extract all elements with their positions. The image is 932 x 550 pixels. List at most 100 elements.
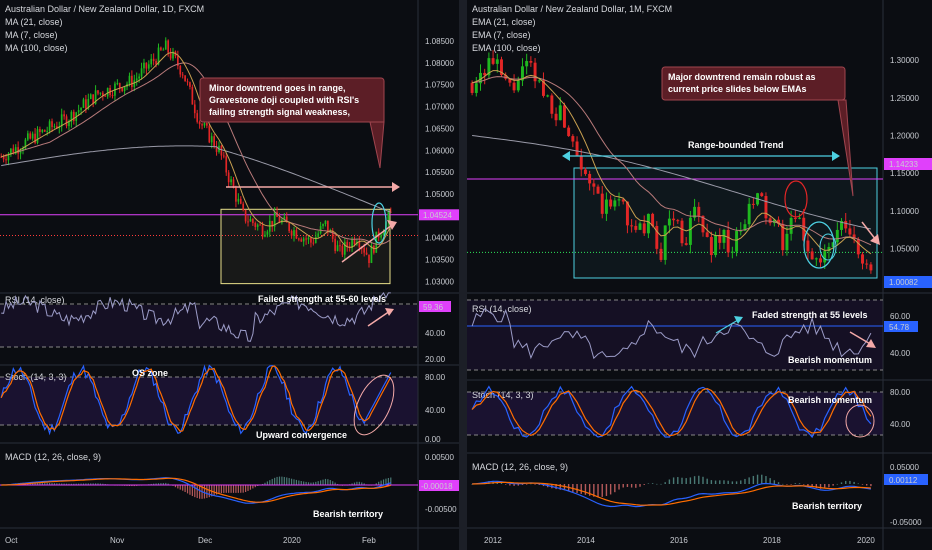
candle-body	[659, 248, 663, 260]
range-box	[573, 167, 878, 279]
macd-bar	[471, 484, 473, 485]
candle-body	[111, 95, 114, 97]
macd-bar	[288, 478, 290, 485]
macd-bar	[356, 481, 358, 485]
macd-bar	[240, 485, 242, 493]
macd-bar	[651, 483, 654, 484]
macd-bar	[157, 483, 160, 485]
price-tick: 1.05500	[425, 168, 454, 177]
candle-body	[512, 82, 516, 91]
candle-body	[470, 82, 474, 93]
macd-bar	[769, 478, 771, 484]
current-price-label: 1.04524	[423, 211, 452, 220]
candle-body	[353, 239, 356, 245]
chart-title: Australian Dollar / New Zealand Dollar, …	[5, 4, 204, 14]
bottom-highlight	[803, 221, 835, 269]
candle-body	[116, 83, 119, 85]
macd-bar	[748, 477, 750, 484]
macd-bar	[336, 483, 339, 485]
time-tick: 2016	[670, 536, 688, 545]
macd-title: MACD (12, 26, close, 9)	[472, 462, 568, 472]
macd-bar	[761, 474, 763, 484]
macd-bar	[65, 483, 68, 485]
candle-body	[227, 172, 230, 183]
macd-bar	[752, 475, 755, 484]
macd-bar	[51, 483, 53, 485]
macd-bar	[756, 474, 759, 484]
candle-body	[621, 199, 625, 202]
candle-body	[160, 47, 162, 50]
candle-body	[604, 199, 608, 214]
macd-bar	[177, 485, 179, 489]
candle-body	[157, 47, 160, 65]
time-tick: Oct	[5, 536, 18, 545]
rsi-line	[1, 291, 391, 342]
macd-bar	[153, 483, 155, 485]
macd-bar	[832, 484, 834, 486]
stoch-note-os: OS zone	[132, 368, 168, 378]
candle-body	[53, 126, 56, 128]
macd-bar	[643, 484, 645, 485]
macd-bar	[685, 478, 687, 484]
macd-bar	[534, 484, 536, 485]
candle-body	[172, 51, 174, 59]
candle-body	[145, 62, 148, 69]
rsi-title: RSI (14, close)	[472, 304, 532, 314]
candle-body	[714, 235, 718, 256]
macd-bar	[332, 481, 334, 485]
candle-body	[167, 40, 170, 53]
candle-body	[747, 203, 751, 225]
macd-bar	[215, 485, 218, 495]
candle-body	[533, 62, 537, 82]
macd-bar	[525, 484, 528, 485]
macd-bar	[626, 484, 629, 488]
macd-bar	[861, 484, 864, 485]
macd-bar	[266, 481, 268, 485]
time-tick: 2014	[577, 536, 595, 545]
macd-bar	[85, 483, 87, 485]
macd-bar	[521, 484, 524, 485]
candle-body	[529, 61, 533, 63]
macd-bar	[208, 485, 210, 498]
candle-body	[133, 80, 136, 87]
macd-bar	[232, 485, 235, 493]
macd-bar	[538, 484, 540, 485]
candle-body	[777, 219, 781, 224]
candle-body	[181, 74, 184, 76]
candle-body	[583, 169, 587, 174]
macd-bar	[693, 476, 696, 484]
candle-body	[718, 235, 722, 243]
macd-bar	[196, 485, 198, 499]
macd-bar	[254, 485, 256, 488]
legend-ema100: EMA (100, close)	[472, 43, 541, 53]
panel-divider	[459, 0, 467, 550]
macd-bar	[160, 483, 162, 485]
candle-body	[121, 87, 124, 92]
candle-body	[193, 104, 196, 114]
rsi-tick-40: 40.00	[890, 349, 911, 358]
candle-body	[285, 216, 288, 223]
candle-body	[43, 129, 46, 132]
macd-bar	[276, 476, 278, 485]
macd-bar	[382, 479, 385, 485]
macd-bar	[614, 484, 616, 493]
right-panel: Range-bounded Trend Major downtrend rema…	[467, 0, 932, 550]
candle-body	[46, 130, 49, 132]
stoch-tick-40: 40.00	[425, 406, 446, 415]
candle-body	[823, 251, 827, 263]
candle-body	[189, 82, 191, 87]
candle-body	[135, 78, 138, 81]
candle-body	[844, 220, 848, 229]
stoch-k-line	[0, 364, 392, 436]
price-tick: 1.03000	[425, 277, 454, 286]
macd-bar	[312, 482, 314, 485]
price-tick: 1.06000	[425, 146, 454, 155]
macd-bar	[327, 479, 329, 485]
macd-bar	[213, 485, 215, 496]
macd-bar	[184, 485, 186, 492]
macd-bar	[584, 484, 587, 495]
candle-body	[331, 230, 334, 239]
macd-bar	[80, 483, 82, 485]
candle-body	[735, 230, 739, 252]
candle-body	[516, 80, 520, 91]
